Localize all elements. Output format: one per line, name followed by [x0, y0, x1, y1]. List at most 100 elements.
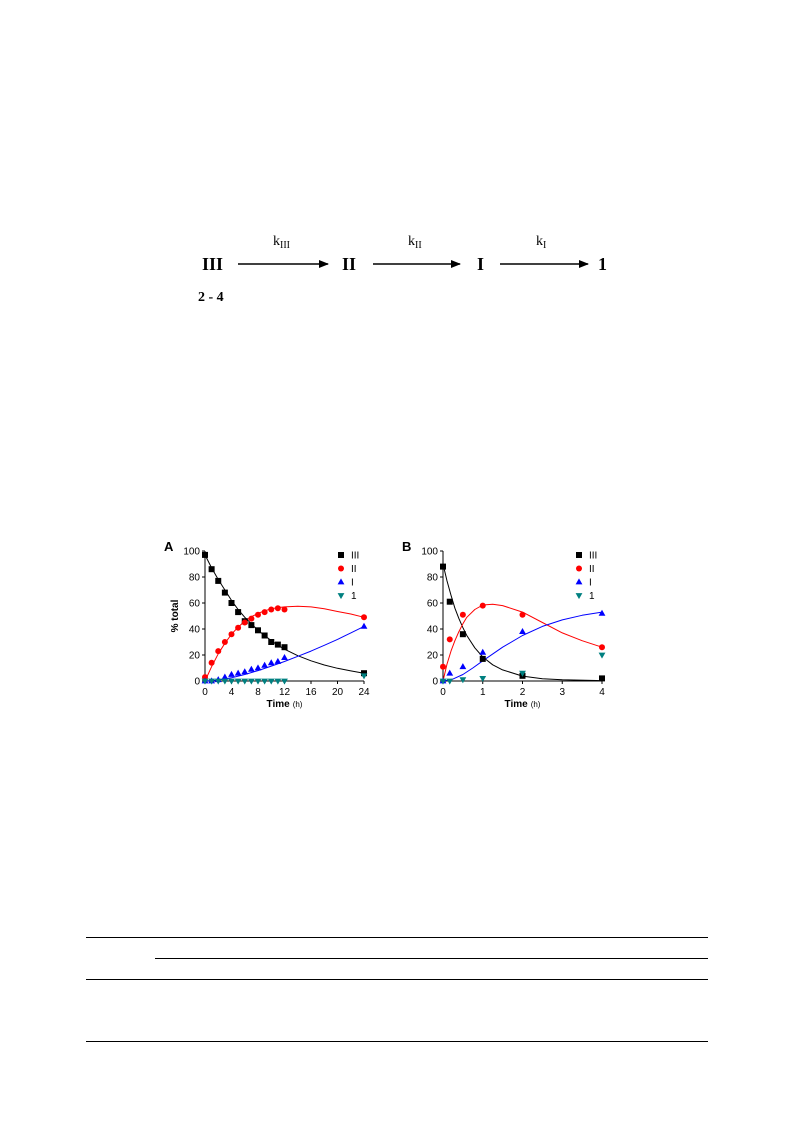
- chart-a-point-I: [267, 659, 275, 666]
- chart-b-point-1: [598, 652, 606, 659]
- chart-b-point-III: [440, 563, 446, 570]
- species-III: III: [202, 254, 223, 274]
- chart-a-xtick-label: 16: [305, 687, 317, 698]
- reaction-scheme: III 2 - 4 kIII II kII I kI 1: [198, 234, 607, 305]
- chart-a-point-II: [208, 659, 215, 666]
- chart-a-fit-II: [204, 605, 365, 682]
- chart-a-series-1: [201, 673, 368, 685]
- chart-b-point-I: [479, 648, 487, 655]
- chart-a-point-1: [201, 678, 209, 685]
- chart-b-point-II: [599, 644, 605, 651]
- rate-kII: kII: [408, 234, 422, 251]
- chart-a-point-1: [208, 678, 216, 685]
- chart-a-point-II: [281, 606, 288, 613]
- chart-a-point-III: [221, 589, 228, 596]
- chart-a-point-II: [228, 631, 235, 638]
- chart-a-point-I: [247, 665, 255, 672]
- chart-b-legend-label: II: [589, 564, 595, 575]
- chart-b-legend-marker-II: [576, 565, 582, 572]
- table-mid-rule: [86, 979, 708, 980]
- chart-a-point-1: [261, 678, 269, 685]
- chart-b-xtick-label: 3: [559, 687, 565, 698]
- chart-b-ytick-label: 60: [427, 599, 439, 610]
- chart-a-legend-label: 1: [351, 591, 357, 602]
- chart-a-point-II: [235, 624, 242, 631]
- chart-b-point-I: [459, 663, 467, 670]
- chart-a-point-II: [241, 619, 248, 626]
- chart-a-ytick-label: 40: [189, 625, 201, 636]
- chart-a-point-II: [221, 639, 228, 645]
- chart-a-point-III: [361, 670, 367, 677]
- chart-a-xtick-label: 8: [255, 687, 261, 698]
- species-1: 1: [598, 254, 607, 274]
- chart-a-point-1: [274, 678, 282, 685]
- chart-a-legend-marker-III: [338, 552, 344, 558]
- chart-b-point-II: [446, 636, 453, 643]
- chart-b-ytick-label: 40: [427, 625, 439, 636]
- chart-a-point-I: [221, 673, 229, 680]
- table-header-rule: [155, 958, 708, 959]
- chart-a-point-I: [228, 670, 235, 677]
- chart-b-ytick-label: 20: [427, 651, 439, 662]
- chart-a-xtick-label: 12: [279, 687, 291, 698]
- chart-b-xtick-label: 4: [599, 687, 605, 698]
- chart-a-point-1: [247, 678, 255, 685]
- chart-a-xtick-label: 4: [229, 687, 235, 698]
- chart-b-point-1: [479, 676, 487, 682]
- chart-b-x-label: Time (h): [505, 699, 541, 710]
- chart-a-xtick-label: 24: [358, 687, 370, 698]
- chart-b-xtick-label: 1: [480, 687, 486, 698]
- chart-a-point-III: [208, 566, 215, 573]
- chart-a-legend-marker-II: [338, 565, 344, 572]
- chart-a-ytick-label: 20: [189, 651, 201, 662]
- chart-b-point-I: [598, 609, 606, 616]
- chart-a-legend-label: II: [351, 564, 357, 575]
- table-top-rule: [86, 937, 708, 938]
- chart-b-point-III: [459, 631, 466, 638]
- chart-a-point-II: [361, 614, 367, 621]
- chart-b-legend-label: I: [589, 578, 592, 589]
- chart-a-point-1: [267, 678, 275, 685]
- chart-a-point-1: [254, 678, 262, 685]
- chart-a-ytick-label: 80: [189, 573, 201, 584]
- chart-a-point-I: [360, 622, 368, 629]
- chart-a-point-III: [281, 644, 288, 651]
- chart-a-point-I: [261, 661, 269, 668]
- chart-a-point-III: [228, 600, 235, 606]
- chart-b-legend-marker-III: [576, 552, 582, 558]
- chart-b-point-I: [446, 669, 454, 676]
- chart-b-point-II: [459, 611, 466, 618]
- chart-b-point-III: [599, 675, 605, 682]
- chart-b-point-III: [479, 655, 486, 662]
- chart-a-ytick-label: 0: [194, 677, 200, 688]
- chart-a-point-III: [248, 622, 255, 629]
- chart-a-ytick-label: 100: [183, 547, 200, 558]
- chart-a-point-III: [255, 627, 261, 634]
- chart-b-point-II: [519, 611, 526, 618]
- chart-a-ytick-label: 60: [189, 599, 201, 610]
- chart-b-panel-label: B: [402, 539, 411, 554]
- chart-b-series-1: [439, 652, 606, 685]
- chart-a-point-III: [235, 609, 242, 616]
- chart-b-series-II: [440, 602, 605, 670]
- chart-a-point-1: [228, 678, 235, 685]
- chart-a-fit-I: [204, 625, 365, 682]
- chart-a-xtick-label: 20: [332, 687, 344, 698]
- chart-b-legend-label: 1: [589, 591, 595, 602]
- chart-b-ytick-label: 0: [432, 677, 438, 688]
- chart-b-point-III: [446, 598, 453, 605]
- chart-a-point-1: [281, 678, 288, 685]
- chart-a-point-III: [274, 641, 281, 648]
- chart-a-point-I: [274, 657, 282, 664]
- chart-a-y-label: % total: [170, 599, 181, 632]
- chart-a-point-III: [202, 551, 208, 558]
- chart-a-point-II: [255, 611, 261, 618]
- chart-a-point-III: [215, 577, 222, 584]
- chart-b-ytick-label: 100: [421, 547, 438, 558]
- species-III-sublabel: 2 - 4: [198, 290, 224, 305]
- chart-a-x-label: Time (h): [267, 699, 303, 710]
- chart-a-legend-marker-1: [337, 593, 345, 600]
- chart-a-point-I: [234, 669, 242, 676]
